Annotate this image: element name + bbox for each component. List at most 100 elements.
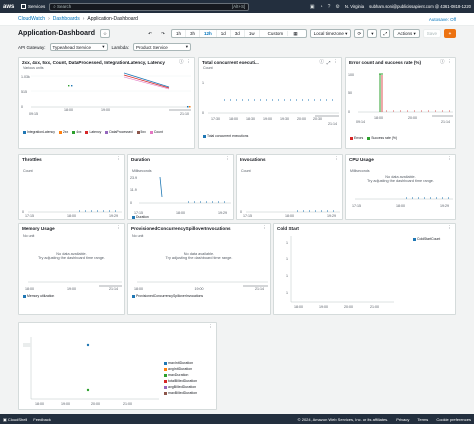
widget-invocations[interactable]: Invocations ⋮ Count 0 17:15 18:00 19:29	[236, 154, 343, 220]
feedback-link[interactable]: Feedback	[33, 416, 51, 422]
add-widget-button[interactable]: +	[444, 29, 456, 38]
widget-api-metrics[interactable]: 2xx, 4xx, 5xx, Count, DataProcessed, Int…	[18, 57, 195, 149]
expand-icon[interactable]: ⤢	[326, 59, 331, 65]
fullscreen-icon[interactable]: ⤢	[380, 29, 391, 38]
range-1d[interactable]: 1d	[217, 30, 231, 37]
time-range-selector: 1h 3h 12h 1d 3d 1w Custom ▦	[170, 29, 307, 38]
legend-item[interactable]: Count	[149, 130, 163, 134]
widget-unit: Various units	[23, 66, 44, 70]
widget-spillover-invocations[interactable]: ProvisionedConcurrencySpilloverInvocatio…	[127, 223, 271, 315]
gear-icon[interactable]: ⚙	[335, 3, 340, 10]
autosave-toggle[interactable]: Autosave: Off	[428, 16, 456, 22]
lambda-select[interactable]: Product Service ▾	[133, 43, 192, 51]
y-tick: 0	[22, 210, 24, 214]
legend-item[interactable]: Memory utilization	[23, 294, 54, 298]
widget-throttles[interactable]: Throttles ⋮ Count 0 17:15 18:00 19:29	[18, 154, 125, 220]
api-gateway-label: API Gateway:	[18, 44, 46, 50]
refresh-options-icon[interactable]: ▾	[367, 29, 378, 38]
widget-memory-usage[interactable]: Memory Usage ⋮ No unit No data available.…	[18, 223, 125, 315]
legend-item[interactable]: Duration	[132, 215, 149, 219]
widget-lambda-durations[interactable]: ⋮ 18:00 19:00 20:00 21:00 maxInitDuratio…	[18, 322, 217, 410]
info-icon[interactable]: ⓘ	[440, 59, 445, 64]
cloudshell-icon[interactable]: ▣	[309, 3, 315, 10]
breadcrumb-current: Application-Dashboard	[87, 16, 138, 22]
widget-menu-icon[interactable]: ⋮	[333, 59, 339, 64]
x-tick: 19:00	[101, 108, 110, 112]
range-3h[interactable]: 3h	[186, 30, 201, 37]
legend-item[interactable]: Errors	[350, 136, 363, 140]
widget-menu-icon[interactable]: ⋮	[447, 156, 453, 161]
legend-item[interactable]: ColdStartCount	[413, 237, 440, 241]
legend-item[interactable]: Total concurrent executions	[203, 134, 248, 138]
legend-item[interactable]: Success rate (%)	[367, 136, 397, 140]
timezone-select[interactable]: Local timezone ▾	[309, 29, 352, 38]
breadcrumb-cloudwatch[interactable]: CloudWatch	[18, 16, 46, 22]
cloudshell-link[interactable]: ▣ CloudShell	[3, 417, 27, 422]
api-gateway-select[interactable]: Typeahead Service ▾	[49, 43, 108, 51]
legend-item[interactable]: 2xx	[58, 130, 68, 134]
info-icon[interactable]: ⓘ	[319, 59, 324, 64]
x-tick: 20:30	[313, 117, 322, 121]
series-line	[159, 176, 163, 198]
x-axis-labels: 17:15 18:00 19:29	[237, 214, 342, 218]
legend-swatch	[23, 130, 26, 134]
refresh-icon[interactable]: ⟳	[354, 29, 365, 38]
x-tick: 18:00	[67, 214, 76, 218]
widget-menu-icon[interactable]: ⋮	[116, 156, 122, 161]
aws-logo[interactable]: aws	[3, 3, 15, 10]
redo-icon[interactable]: ↷	[161, 30, 165, 36]
legend-item[interactable]: maxInitDuration	[164, 361, 197, 365]
save-button[interactable]: Save	[422, 29, 441, 38]
terms-link[interactable]: Terms	[417, 416, 429, 422]
breadcrumb-dashboards[interactable]: Dashboards	[52, 16, 80, 22]
undo-icon[interactable]: ↶	[148, 30, 152, 36]
legend-item[interactable]: avgInitDuration	[164, 367, 197, 371]
widget-duration[interactable]: Duration ⋮ Milliseconds 23.9 11.9 0 17:15…	[127, 154, 234, 220]
range-12h[interactable]: 12h	[200, 30, 217, 37]
range-3d[interactable]: 3d	[231, 30, 245, 37]
y-tick: 0	[240, 210, 242, 214]
privacy-link[interactable]: Privacy	[396, 416, 410, 422]
widget-menu-icon[interactable]: ⋮	[208, 324, 214, 329]
global-search-input[interactable]: ⌕ Search [Alt+S]	[49, 2, 250, 11]
widget-menu-icon[interactable]: ⋮	[334, 156, 340, 161]
widget-error-success[interactable]: Error count and success rate (%) ⓘ ⋮ 100 5…	[345, 57, 456, 149]
legend-item[interactable]: maxBilledDuration	[164, 391, 197, 395]
range-1w[interactable]: 1w	[245, 30, 260, 37]
legend-item[interactable]: ProvisionedConcurrencySpilloverInvocatio…	[132, 294, 203, 298]
widget-menu-icon[interactable]: ⋮	[262, 225, 268, 230]
x-tick: 17:30	[211, 117, 220, 121]
info-icon[interactable]: ⓘ	[179, 59, 184, 64]
widget-title: Invocations	[240, 156, 266, 162]
range-custom[interactable]: Custom ▦	[260, 30, 306, 37]
bell-icon[interactable]: ◔	[319, 3, 323, 10]
legend-item[interactable]: DataProcessed	[105, 130, 133, 134]
legend-item[interactable]: totalBilledDuration	[164, 379, 197, 383]
widget-cold-start[interactable]: Cold Start ⋮ 1 1 1 1 18:00 19:00 20:00 21…	[273, 223, 456, 315]
account-menu[interactable]: subham.soni@publicissapient.com @ 4361-0…	[369, 4, 471, 9]
legend-item[interactable]: IntegrationLatency	[23, 130, 55, 134]
legend-item[interactable]: Latency	[85, 130, 101, 134]
legend-swatch	[72, 130, 76, 134]
widget-menu-icon[interactable]: ⋮	[447, 59, 453, 64]
widget-concurrent-executions[interactable]: Total concurrent executi... ⓘ ⤢ ⋮ Count 1 0…	[198, 57, 342, 149]
legend-item[interactable]: avgBilledDuration	[164, 385, 197, 389]
widget-menu-icon[interactable]: ⋮	[447, 225, 453, 230]
region-selector[interactable]: N. Virginia	[344, 4, 365, 9]
no-data-hint: Try adjusting the dashboard time range.	[367, 179, 434, 183]
widget-cpu-usage[interactable]: CPU Usage ⋮ Milliseconds No data availabl…	[345, 154, 456, 220]
data-point	[86, 388, 90, 392]
range-1h[interactable]: 1h	[172, 30, 186, 37]
star-icon[interactable]: ☆	[100, 29, 111, 38]
widget-menu-icon[interactable]: ⋮	[225, 156, 231, 161]
services-menu[interactable]: Services	[21, 4, 45, 9]
legend-item[interactable]: 4xx	[72, 130, 81, 134]
legend-item[interactable]: maxDuration	[164, 373, 197, 377]
help-icon[interactable]: ?	[327, 3, 331, 10]
actions-button[interactable]: Actions ▾	[393, 29, 420, 38]
cookie-preferences-link[interactable]: Cookie preferences	[436, 416, 471, 422]
legend-item[interactable]: 5xx	[136, 130, 146, 134]
widget-menu-icon[interactable]: ⋮	[116, 225, 122, 230]
actions-label: Actions	[397, 31, 413, 36]
widget-menu-icon[interactable]: ⋮	[186, 59, 192, 64]
